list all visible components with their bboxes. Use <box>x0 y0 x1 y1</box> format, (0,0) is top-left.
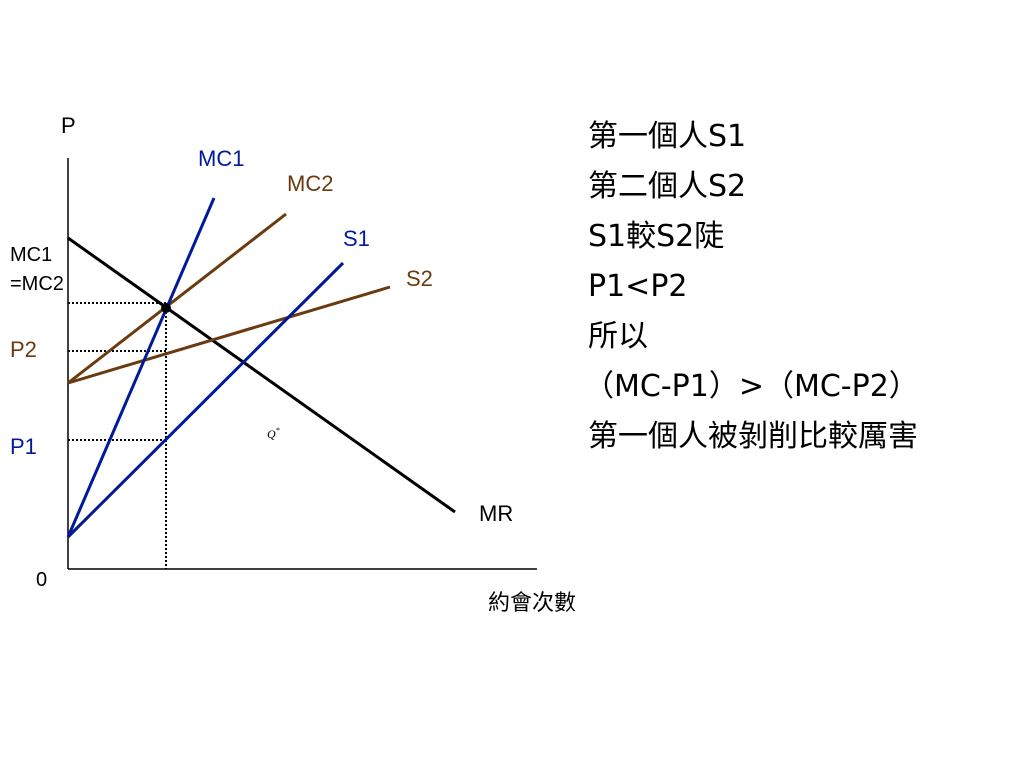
note-line-3: S1較S2陡 <box>588 219 725 254</box>
x-axis-label: 約會次數 <box>488 591 576 616</box>
note-line-7: 第一個人被剝削比較厲害 <box>588 419 918 454</box>
mr-curve <box>67 236 456 514</box>
mc-equal-label-line2: =MC2 <box>10 273 64 295</box>
mc2-label: MC2 <box>287 171 333 196</box>
explanation-notes: 第一個人S1 第二個人S2 S1較S2陡 P1<P2 所以 （MC-P1）>（M… <box>584 112 919 462</box>
quantity-label: Q* <box>267 426 280 441</box>
s1-label: S1 <box>343 226 370 251</box>
p2-label: P2 <box>10 337 37 362</box>
y-axis-label: P <box>61 113 76 138</box>
note-line-1: 第一個人S1 <box>588 119 747 154</box>
mc-equal-label-line1: MC1 <box>10 244 52 266</box>
note-line-4: P1<P2 <box>588 269 688 304</box>
mc2-curve <box>67 212 287 385</box>
mc1-label: MC1 <box>198 146 244 171</box>
s1-curve <box>66 261 345 539</box>
quantity-label-base: Q <box>267 427 276 441</box>
origin-label: 0 <box>36 569 47 591</box>
note-line-2: 第二個人S2 <box>588 169 747 204</box>
s2-curve <box>67 285 391 385</box>
s2-label: S2 <box>406 266 433 291</box>
quantity-label-sup: * <box>276 426 280 435</box>
mc1-curve <box>66 197 216 538</box>
note-line-5: 所以 <box>588 319 648 354</box>
note-line-6: （MC-P1）>（MC-P2） <box>584 369 919 404</box>
equilibrium-point <box>161 303 171 313</box>
p1-label: P1 <box>10 434 37 459</box>
mr-label: MR <box>479 501 513 526</box>
